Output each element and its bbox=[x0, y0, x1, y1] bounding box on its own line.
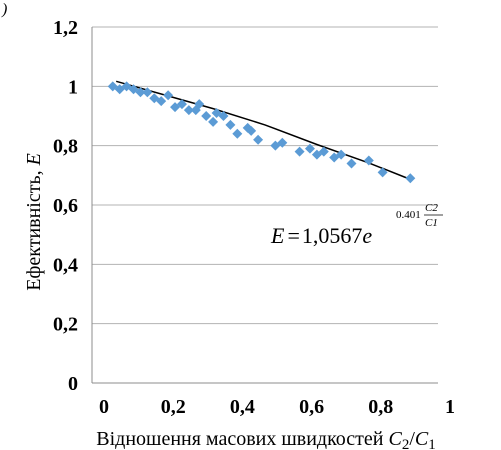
x-tick-label: 0,4 bbox=[230, 396, 255, 418]
y-axis-label-text: Ефективність, bbox=[23, 165, 45, 290]
data-point bbox=[377, 167, 388, 178]
y-axis-label-var: E bbox=[23, 153, 45, 166]
x-axis-label-var2: C bbox=[415, 428, 429, 450]
corner-label: ) bbox=[1, 1, 7, 18]
y-tick-label: 0,4 bbox=[53, 254, 78, 276]
eq-lhs: E bbox=[270, 223, 285, 248]
data-point bbox=[294, 146, 305, 157]
y-tick-label: 1,2 bbox=[53, 17, 78, 39]
y-axis-label: Ефективність, E bbox=[23, 153, 45, 291]
eq-frac-den: C1 bbox=[425, 217, 438, 229]
data-point bbox=[225, 119, 236, 130]
y-tick-label: 0 bbox=[68, 373, 78, 395]
data-point bbox=[253, 134, 264, 145]
data-point bbox=[232, 128, 243, 139]
x-tick-label: 0 bbox=[99, 396, 109, 418]
y-tick-label: 1 bbox=[68, 76, 78, 98]
eq-coef: 1,0567 bbox=[302, 223, 363, 248]
x-axis-label: Відношення масових швидкостей C2/C1 bbox=[96, 428, 435, 450]
eq-exp-coef: 0.401 bbox=[396, 209, 421, 221]
data-point bbox=[318, 146, 329, 157]
x-axis-label-sub2: 1 bbox=[428, 437, 436, 450]
data-point bbox=[183, 105, 194, 116]
y-tick-label: 0,2 bbox=[53, 314, 78, 336]
x-axis-label-var1: C bbox=[388, 428, 402, 450]
data-point bbox=[405, 173, 416, 184]
data-point bbox=[194, 99, 205, 110]
x-axis-label-sub1: 2 bbox=[402, 437, 410, 450]
data-point bbox=[208, 116, 219, 127]
y-tick-labels: 0 0,2 0,4 0,6 0,8 1 1,2 bbox=[53, 17, 78, 395]
data-point bbox=[176, 99, 187, 110]
x-tick-label: 0,2 bbox=[161, 396, 186, 418]
eq-sign: = bbox=[287, 223, 299, 248]
trendline bbox=[115, 80, 408, 179]
data-point bbox=[156, 96, 167, 107]
x-tick-label: 1 bbox=[445, 396, 455, 418]
data-point bbox=[346, 158, 357, 169]
trendline-group bbox=[115, 80, 408, 179]
data-point bbox=[277, 137, 288, 148]
x-tick-label: 0,8 bbox=[368, 396, 393, 418]
x-tick-label: 0,6 bbox=[299, 396, 324, 418]
data-point bbox=[336, 149, 347, 160]
data-point bbox=[163, 90, 174, 101]
eq-base: e bbox=[362, 223, 372, 248]
trend-equation: E =1,0567e 0.401 C2 C1 bbox=[270, 202, 443, 248]
svg-text:E=1,0567e: E =1,0567e bbox=[270, 223, 372, 248]
y-tick-label: 0,8 bbox=[53, 136, 78, 158]
x-axis-label-sep: / bbox=[409, 428, 415, 450]
grid bbox=[92, 26, 438, 325]
data-point bbox=[201, 111, 212, 121]
data-point bbox=[363, 155, 374, 166]
eq-frac-num: C2 bbox=[425, 202, 438, 214]
data-point bbox=[135, 87, 146, 98]
data-point bbox=[218, 111, 229, 121]
x-axis-label-text: Відношення масових швидкостей bbox=[96, 428, 388, 450]
data-point bbox=[304, 143, 315, 154]
axes bbox=[91, 27, 438, 384]
data-point bbox=[121, 81, 132, 92]
data-point bbox=[142, 87, 153, 98]
data-point bbox=[246, 125, 257, 136]
x-tick-labels: 0 0,2 0,4 0,6 0,8 1 bbox=[99, 396, 455, 418]
y-tick-label: 0,6 bbox=[53, 195, 78, 217]
data-points bbox=[107, 81, 416, 184]
